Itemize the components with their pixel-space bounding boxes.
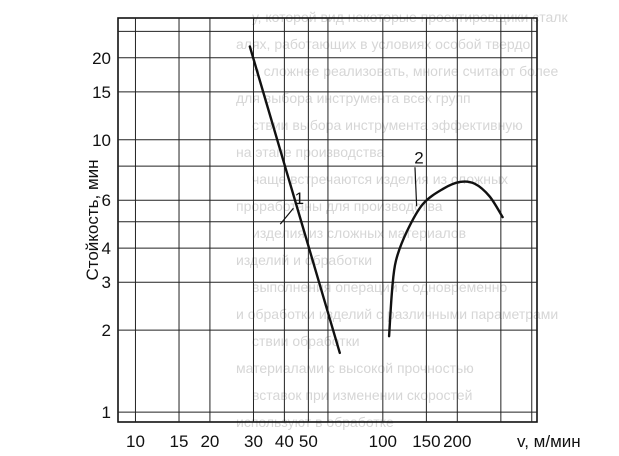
- background-text-line: для выбора инструмента всех групп: [236, 90, 471, 106]
- background-text-line: проработаны для производства: [236, 198, 443, 214]
- x-axis-label: v, м/мин: [517, 432, 581, 451]
- x-tick-label: 100: [369, 432, 397, 451]
- background-text-line: чаще встречаются изделия из сложных: [252, 171, 508, 187]
- background-text-line: и обработки изделий с различными парамет…: [236, 306, 558, 322]
- y-tick-label: 20: [92, 49, 111, 68]
- y-tick-label: 3: [102, 273, 111, 292]
- x-tick-label: 200: [443, 432, 471, 451]
- x-tick-label: 50: [299, 432, 318, 451]
- y-tick-label: 2: [102, 321, 111, 340]
- series-2-leader: [414, 167, 418, 207]
- series-1-line: [248, 45, 342, 355]
- background-text-line: изделий и обработки: [236, 252, 372, 268]
- x-tick-label: 30: [244, 432, 263, 451]
- y-tick-label: 10: [92, 131, 111, 150]
- x-tick-label: 20: [200, 432, 219, 451]
- x-tick-label: 40: [275, 432, 294, 451]
- series-2-label: 2: [414, 148, 423, 167]
- background-text-line: на этапе производства: [236, 144, 385, 160]
- background-text-layer: у, которой вид некоторые проектировщики …: [236, 9, 568, 430]
- series-layer: 12: [248, 45, 504, 355]
- background-text-line: у, которой вид некоторые проектировщики …: [252, 9, 568, 25]
- x-tick-label: 15: [170, 432, 189, 451]
- series-2-line: [387, 180, 504, 338]
- y-tick-label: 6: [102, 191, 111, 210]
- background-text-line: материалами с высокой прочностью: [236, 360, 474, 376]
- y-tick-label: 4: [102, 239, 111, 258]
- series-1-leader: [279, 207, 294, 225]
- y-tick-label: 1: [102, 403, 111, 422]
- background-text-line: о сложнее реализовать, многие считают бо…: [252, 63, 559, 79]
- x-tick-label: 150: [412, 432, 440, 451]
- grid-layer: [117, 17, 538, 423]
- background-text-line: выполнения операций с одновременно: [252, 279, 507, 295]
- series-1-label: 1: [295, 189, 304, 208]
- tick-label-layer: 10 15 20 30 40 50 100 150 200 1 2 3 4 6 10 15 20: [92, 49, 471, 451]
- y-tick-label: 15: [92, 83, 111, 102]
- x-tick-label: 10: [126, 432, 145, 451]
- y-axis-label: Стойкость, мин: [83, 159, 102, 280]
- background-text-line: вставок при изменении скоростей: [252, 387, 472, 403]
- background-text-line: ствии выбора инструмента эффективную: [252, 117, 523, 133]
- background-text-line: ствии обработки: [252, 333, 360, 349]
